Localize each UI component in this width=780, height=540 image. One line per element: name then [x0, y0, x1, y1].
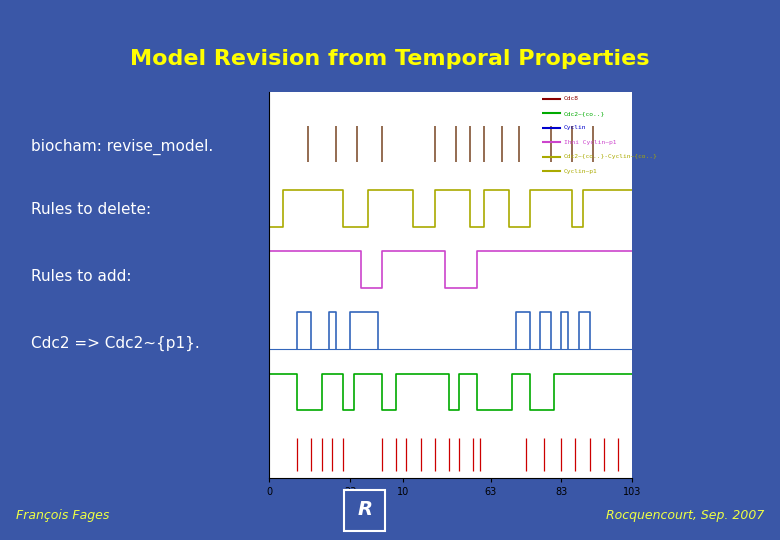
- Text: Cdc8: Cdc8: [563, 97, 579, 102]
- Text: Cyclin~p1: Cyclin~p1: [563, 168, 597, 173]
- Text: Ihni Cyclin~p1: Ihni Cyclin~p1: [563, 140, 616, 145]
- Text: François Fages: François Fages: [16, 509, 109, 522]
- Text: Cdc2~{co..}-Cyclin~{co..}: Cdc2~{co..}-Cyclin~{co..}: [563, 154, 658, 159]
- Text: R: R: [357, 500, 372, 519]
- Bar: [345, 490, 385, 531]
- Text: Cdc2~{co..}: Cdc2~{co..}: [563, 111, 604, 116]
- Text: Model Revision from Temporal Properties: Model Revision from Temporal Properties: [130, 49, 650, 69]
- Text: Cdc2 => Cdc2~{p1}.: Cdc2 => Cdc2~{p1}.: [31, 336, 200, 352]
- Text: Rules to add:: Rules to add:: [31, 269, 132, 284]
- Text: biocham: revise_model.: biocham: revise_model.: [31, 139, 214, 156]
- Text: Rules to delete:: Rules to delete:: [31, 202, 151, 217]
- Text: Cyclin: Cyclin: [563, 125, 586, 130]
- Text: Rocquencourt, Sep. 2007: Rocquencourt, Sep. 2007: [606, 509, 764, 522]
